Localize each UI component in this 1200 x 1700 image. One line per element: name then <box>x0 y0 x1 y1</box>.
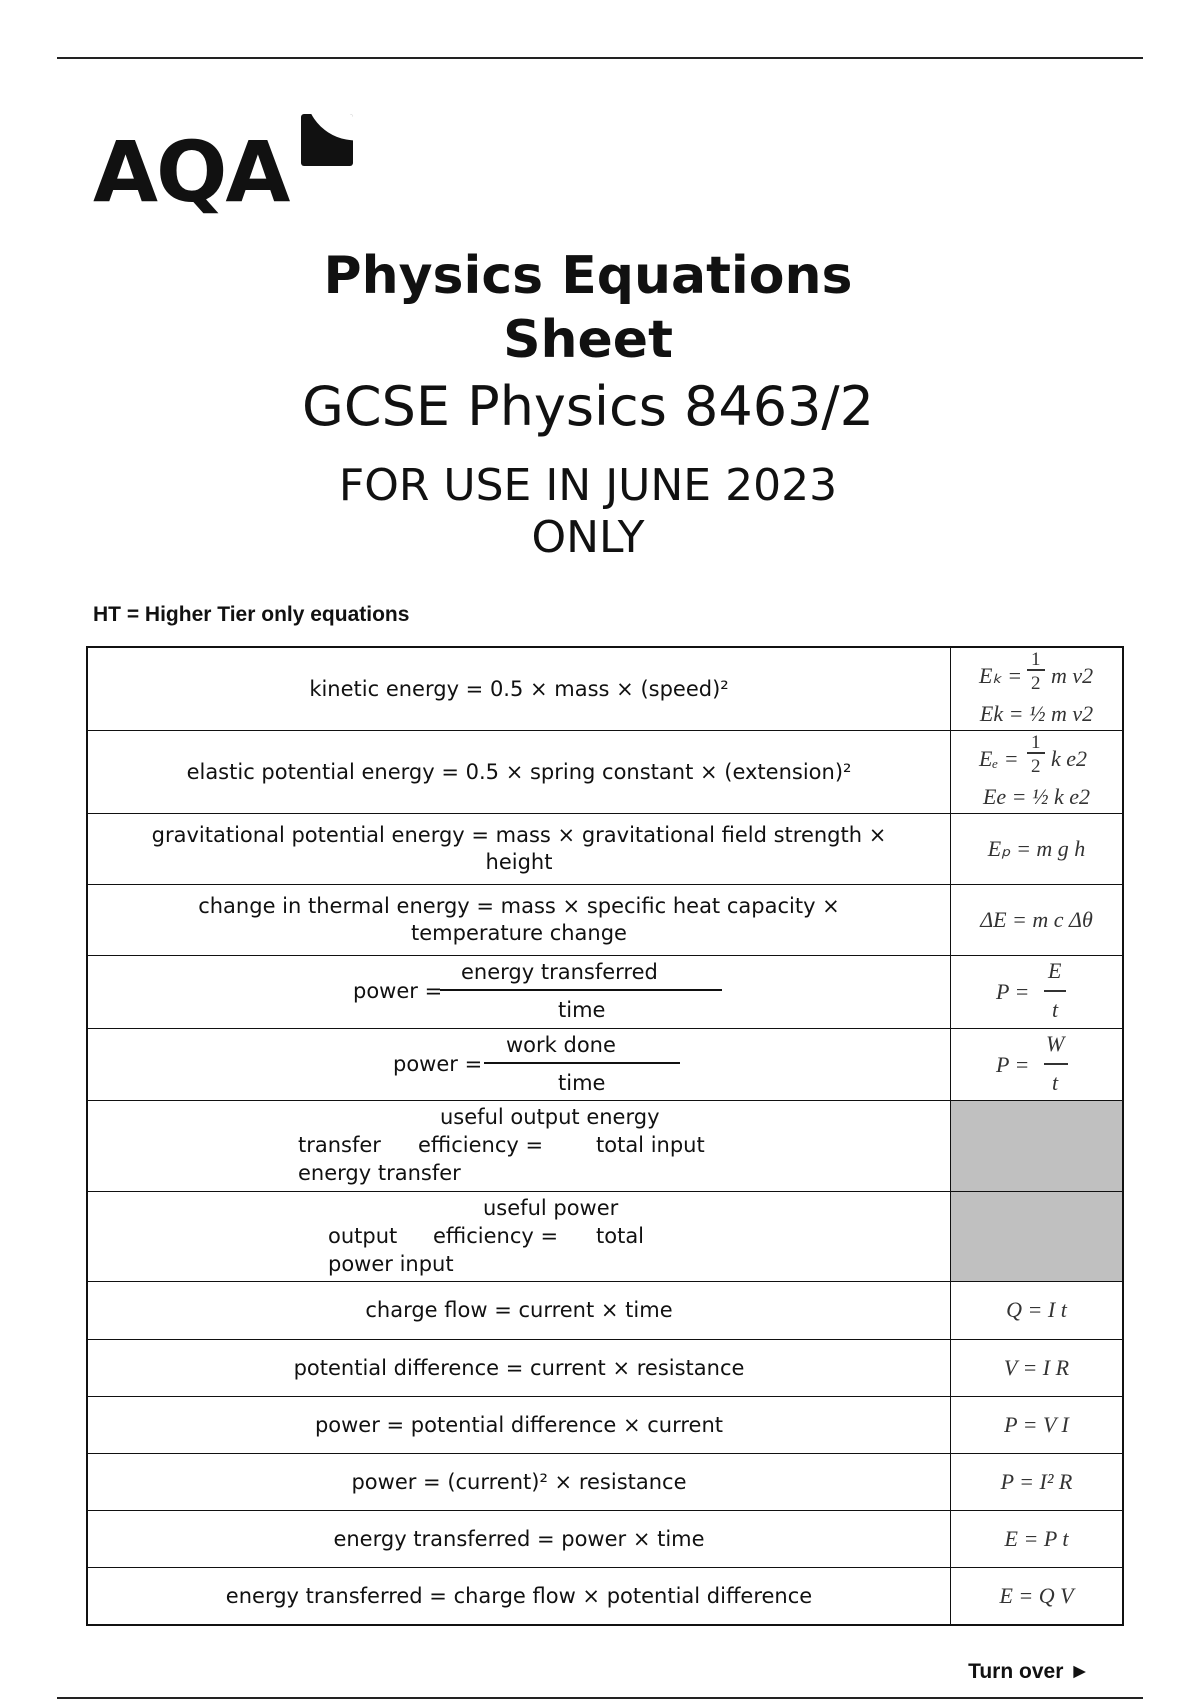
sym-left: Eₖ = <box>979 663 1023 688</box>
equation-symbol: ΔE = m c Δθ <box>980 906 1093 932</box>
efficiency-left: efficiency = <box>433 1224 559 1248</box>
fraction-bar <box>440 989 722 991</box>
title-line-2: Sheet <box>503 310 673 370</box>
efficiency-numerator: useful power <box>483 1196 619 1220</box>
bottom-rule <box>57 1697 1143 1699</box>
sym-fraction-bar <box>1027 669 1045 671</box>
logo-text: AQA <box>93 123 290 221</box>
higher-tier-note: HT = Higher Tier only equations <box>93 603 410 626</box>
sym-num: 1 <box>1031 732 1041 753</box>
equation-words: potential difference = current × resista… <box>293 1355 745 1380</box>
equation-numerator: energy transferred <box>461 960 658 984</box>
equation-left: power = <box>353 979 443 1003</box>
efficiency-numerator: useful output energy <box>440 1105 660 1129</box>
efficiency-denominator: total input <box>596 1133 705 1157</box>
equation-symbol: P = E t <box>951 956 1122 1028</box>
empty-symbol-cell <box>951 1101 1122 1191</box>
top-rule <box>57 57 1143 59</box>
sym-den: 2 <box>1031 673 1041 694</box>
equation-words: power = (current)² × resistance <box>351 1469 687 1494</box>
sym-den: t <box>1052 997 1059 1022</box>
aqa-logo: AQA <box>93 112 353 221</box>
equation-words-2: height <box>485 850 553 874</box>
sym-den: t <box>1052 1070 1059 1095</box>
equation-symbol: P = W t <box>951 1029 1122 1100</box>
equation-words-1: gravitational potential energy = mass × … <box>151 823 887 847</box>
sym-left: P = <box>996 1052 1030 1077</box>
equation-words: power = potential difference × current <box>314 1412 724 1437</box>
efficiency-left: efficiency = <box>418 1133 544 1157</box>
turn-over-label: Turn over ► <box>968 1660 1090 1683</box>
equation-numerator: work done <box>506 1033 616 1057</box>
equation-words: elastic potential energy = 0.5 × spring … <box>186 759 852 784</box>
sym-left: P = <box>996 979 1030 1004</box>
equation-symbol: Eₚ = m g h <box>987 835 1086 861</box>
sym-fraction-bar <box>1044 990 1066 992</box>
table-row: elastic potential energy = 0.5 × spring … <box>88 730 1122 813</box>
equation-words: energy transferred = power × time <box>333 1526 705 1551</box>
equation-symbol: P = I² R <box>1000 1468 1073 1494</box>
equation-denominator: time <box>558 1071 606 1095</box>
efficiency-denominator: total <box>596 1224 645 1248</box>
table-row: power = (current)² × resistance P = I² R <box>88 1453 1122 1510</box>
table-row: kinetic energy = 0.5 × mass × (speed)² E… <box>88 648 1122 730</box>
equations-table: kinetic energy = 0.5 × mass × (speed)² E… <box>86 646 1124 1626</box>
table-row: useful output energy transfer efficiency… <box>88 1100 1122 1191</box>
equation-symbol: Q = I t <box>1006 1297 1067 1323</box>
sym-fraction-bar <box>1044 1063 1068 1065</box>
equation-words: charge flow = current × time <box>365 1298 673 1323</box>
equation-left: power = <box>393 1052 483 1076</box>
sym-den: 2 <box>1031 756 1041 777</box>
equation-words-2: temperature change <box>411 921 627 945</box>
table-row: energy transferred = power × time E = P … <box>88 1510 1122 1567</box>
table-row: power = energy transferred time P = E t <box>88 955 1122 1028</box>
table-row: potential difference = current × resista… <box>88 1339 1122 1396</box>
equation-symbol-cell: Eₖ = 1 2 m v2 Ek = ½ m v2 <box>951 648 1122 730</box>
sym-num: W <box>1046 1031 1065 1056</box>
equation-symbol: P = V I <box>1004 1411 1069 1437</box>
table-row: useful power output efficiency = total p… <box>88 1191 1122 1281</box>
title-line-1: Physics Equations <box>323 246 853 306</box>
equation-words-1: change in thermal energy = mass × specif… <box>198 894 840 918</box>
table-row: change in thermal energy = mass × specif… <box>88 884 1122 955</box>
table-row: charge flow = current × time Q = I t <box>88 1281 1122 1339</box>
equation-symbol: E = Q V <box>999 1582 1074 1608</box>
table-row: power = work done time P = W t <box>88 1028 1122 1100</box>
table-row: power = potential difference × current P… <box>88 1396 1122 1453</box>
use-line-2: ONLY <box>531 512 645 563</box>
efficiency-fragment-2: energy transfer <box>298 1161 461 1185</box>
subtitle: GCSE Physics 8463/2 <box>302 375 874 438</box>
sym-fraction-bar <box>1027 752 1045 754</box>
sym-num: E <box>1048 958 1062 983</box>
equation-symbol: E = P t <box>1004 1525 1069 1551</box>
table-row: energy transferred = charge flow × poten… <box>88 1567 1122 1624</box>
sym-num: 1 <box>1031 649 1041 670</box>
equation-symbol: V = I R <box>1003 1354 1070 1380</box>
equation-symbol: Ee = ½ k e2 <box>982 784 1091 809</box>
empty-symbol-cell <box>951 1192 1122 1281</box>
fraction-bar <box>484 1062 680 1064</box>
equation-symbol: Ek = ½ m v2 <box>979 701 1094 726</box>
sym-left: Eₑ = <box>979 746 1019 771</box>
equation-symbol-cell: Eₑ = 1 2 k e2 Ee = ½ k e2 <box>951 731 1122 813</box>
equation-words: kinetic energy = 0.5 × mass × (speed)² <box>309 676 729 701</box>
sym-right: k e2 <box>1051 746 1088 771</box>
use-line-1: FOR USE IN JUNE 2023 <box>338 460 838 511</box>
equation-denominator: time <box>558 998 606 1022</box>
efficiency-fragment: transfer <box>298 1133 381 1157</box>
efficiency-fragment: output <box>328 1224 398 1248</box>
sym-right: m v2 <box>1051 663 1094 688</box>
equation-words: energy transferred = charge flow × poten… <box>225 1583 813 1608</box>
table-row: gravitational potential energy = mass × … <box>88 813 1122 884</box>
logo-mark-icon <box>301 114 353 166</box>
efficiency-fragment-2: power input <box>328 1252 454 1276</box>
